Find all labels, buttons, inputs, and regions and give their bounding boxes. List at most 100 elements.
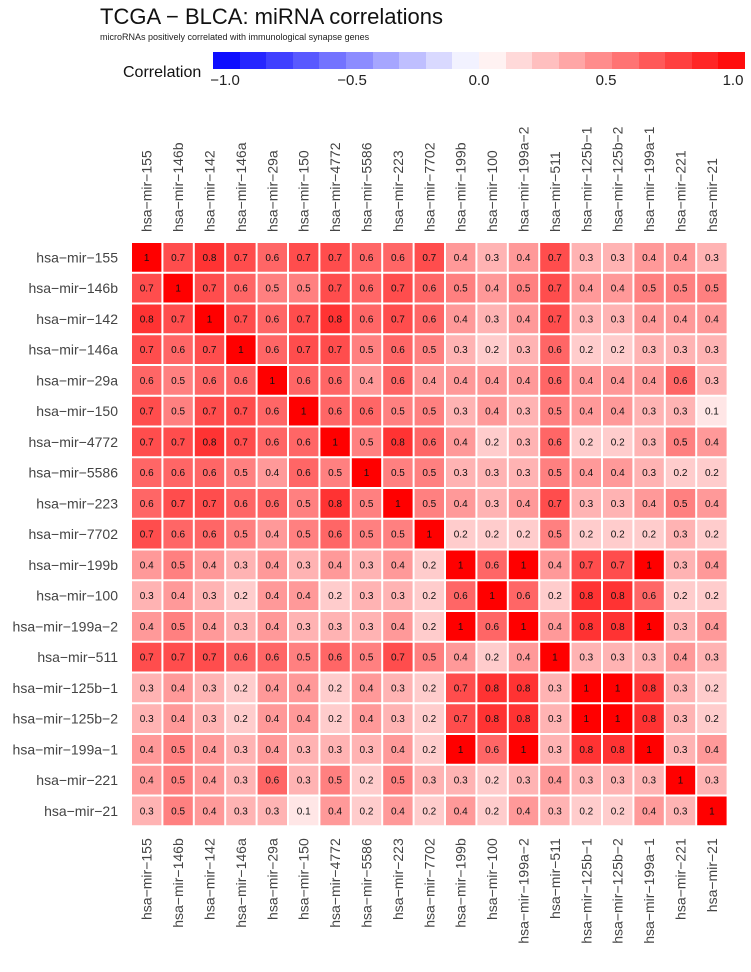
heatmap-cell <box>446 396 476 426</box>
cell-value-label: 0.6 <box>485 622 499 633</box>
cell-value-label: 0.8 <box>579 622 593 633</box>
heatmap-cell <box>226 335 256 364</box>
cell-value-label: 0.6 <box>485 745 499 756</box>
heatmap-cell <box>383 612 413 641</box>
heatmap-cell <box>697 243 727 272</box>
cell-value-label: 1 <box>521 745 527 756</box>
cell-value-label: 0.3 <box>548 806 562 817</box>
heatmap-cell <box>697 765 727 795</box>
heatmap-cell <box>289 458 319 487</box>
cell-value-label: 0.4 <box>642 499 656 510</box>
cell-value-label: 0.5 <box>297 499 311 510</box>
cell-value-label: 0.5 <box>171 806 185 817</box>
cell-value-label: 1 <box>646 560 652 571</box>
cell-value-label: 0.3 <box>140 714 154 725</box>
heatmap-cell <box>383 519 413 549</box>
heatmap-cell <box>289 612 319 641</box>
heatmap-cell <box>132 581 162 610</box>
cell-value-label: 0.7 <box>203 345 217 356</box>
heatmap-cell <box>383 642 413 672</box>
cell-value-label: 0.2 <box>642 530 656 541</box>
heatmap-cell <box>351 489 382 518</box>
heatmap-cell <box>414 489 444 518</box>
cell-value-label: 0.5 <box>171 776 185 787</box>
heatmap-cell <box>571 550 601 580</box>
cell-value-label: 0.5 <box>265 284 279 295</box>
cell-value-label: 0.3 <box>234 560 248 571</box>
heatmap-cell <box>289 765 319 795</box>
cell-value-label: 0.3 <box>454 345 468 356</box>
heatmap-cell <box>320 519 350 549</box>
cell-value-label: 0.3 <box>705 376 719 387</box>
cell-value-label: 0.3 <box>265 806 279 817</box>
heatmap-cell <box>414 642 444 672</box>
cell-value-label: 0.7 <box>391 284 405 295</box>
column-label-bottom: hsa−mir−146b <box>170 838 186 928</box>
row-label: hsa−mir−150 <box>36 403 118 419</box>
cell-value-label: 0.2 <box>360 806 374 817</box>
column-label-bottom: hsa−mir−199a−2 <box>516 838 532 944</box>
cell-value-label: 0.5 <box>548 407 562 418</box>
heatmap-cell <box>289 581 319 610</box>
cell-value-label: 0.3 <box>517 776 531 787</box>
heatmap-cell <box>603 458 633 487</box>
column-label-top: hsa−mir−511 <box>547 151 563 232</box>
heatmap-cell <box>697 458 727 487</box>
cell-value-label: 0.5 <box>360 653 374 664</box>
legend-swatch <box>691 52 719 69</box>
cell-value-label: 0.7 <box>328 253 342 264</box>
heatmap-cell <box>320 735 350 764</box>
cell-value-label: 1 <box>646 622 652 633</box>
heatmap-cell <box>446 642 476 672</box>
heatmap-cell <box>163 273 193 303</box>
heatmap-cell <box>257 489 287 518</box>
heatmap-cell <box>697 642 727 672</box>
cell-value-label: 1 <box>207 314 213 325</box>
cell-value-label: 0.7 <box>391 314 405 325</box>
heatmap-cell <box>665 519 696 549</box>
heatmap-cell <box>508 458 539 487</box>
heatmap-cell <box>477 673 507 703</box>
heatmap-cell <box>132 489 162 518</box>
heatmap-cell <box>194 427 225 457</box>
cell-value-label: 0.4 <box>705 499 719 510</box>
heatmap-cell <box>508 366 539 395</box>
cell-value-label: 0.3 <box>674 683 688 694</box>
heatmap-cell <box>163 673 193 703</box>
heatmap-cell <box>603 335 633 364</box>
heatmap-cell <box>414 704 444 733</box>
heatmap-cell <box>351 366 382 395</box>
cell-value-label: 0.6 <box>548 437 562 448</box>
heatmap-cell <box>257 735 287 764</box>
heatmap-cell <box>320 612 350 641</box>
cell-value-label: 0.4 <box>140 622 154 633</box>
cell-value-label: 0.2 <box>422 591 436 602</box>
heatmap-cell <box>634 519 664 549</box>
cell-value-label: 0.4 <box>328 806 342 817</box>
heatmap-cell <box>603 704 633 733</box>
heatmap-cell <box>320 243 350 272</box>
heatmap-cell <box>132 273 162 303</box>
heatmap-cell <box>634 335 664 364</box>
cell-value-label: 1 <box>395 499 401 510</box>
heatmap-cell <box>351 273 382 303</box>
cell-value-label: 0.8 <box>391 437 405 448</box>
heatmap-cell <box>634 612 664 641</box>
heatmap-cell <box>383 366 413 395</box>
cell-value-label: 0.3 <box>642 653 656 664</box>
cell-value-label: 0.6 <box>203 468 217 479</box>
cell-value-label: 1 <box>646 745 652 756</box>
heatmap-cell <box>226 765 256 795</box>
cell-value-label: 1 <box>709 806 715 817</box>
cell-value-label: 0.7 <box>297 253 311 264</box>
cell-value-label: 0.3 <box>297 622 311 633</box>
cell-value-label: 0.7 <box>171 253 185 264</box>
column-label-top: hsa−mir−199a−1 <box>641 126 657 232</box>
heatmap-cell <box>414 335 444 364</box>
heatmap-cell <box>320 489 350 518</box>
legend-swatch <box>558 52 586 69</box>
legend-title: Correlation <box>123 64 202 81</box>
cell-value-label: 0.6 <box>171 468 185 479</box>
cell-value-label: 0.3 <box>297 776 311 787</box>
heatmap-cell <box>634 304 664 334</box>
